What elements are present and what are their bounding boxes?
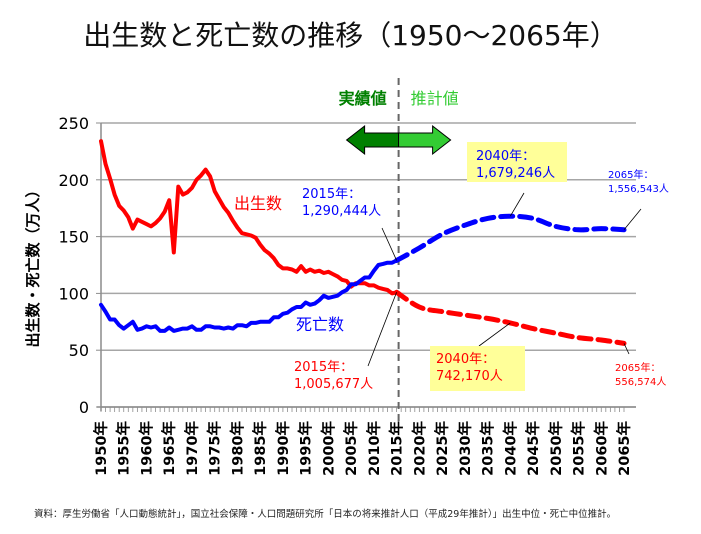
source-footnote: 資料：厚生労働省「人口動態統計」，国立社会保障・人口問題研究所「日本の将来推計人…: [34, 509, 617, 520]
x-tick-label: 1995年: [297, 421, 315, 476]
x-tick-label: 1955年: [115, 421, 133, 476]
x-tick-label: 2025年: [433, 421, 451, 476]
x-tick-label: 2060年: [592, 421, 610, 476]
x-tick-label: 2020年: [410, 421, 428, 476]
callout-leader: [367, 292, 397, 367]
x-tick-label: 2035年: [479, 421, 497, 476]
callout-highlight: [467, 142, 567, 182]
x-tick-label: 2005年: [342, 421, 360, 476]
x-tick-label: 2015年: [388, 421, 406, 476]
actual-label: 実績値: [339, 89, 387, 108]
x-tick-label: 1965年: [160, 421, 178, 476]
callout-leader: [509, 192, 525, 217]
x-tick-labels: 1950年 1955年 1960年 1965年 1970年 1975年 1980年 1985年…: [92, 421, 633, 476]
x-tick-label: 1985年: [251, 421, 269, 476]
births-2040-callout-year: 2040年：: [436, 352, 495, 367]
births-actual-line: [99, 139, 399, 296]
axes: [96, 122, 636, 412]
y-tick-label: 100: [58, 284, 89, 303]
x-tick-label: 1970年: [183, 421, 201, 476]
projected-label: 推計値: [411, 89, 459, 108]
x-tick-label: 1975年: [206, 421, 224, 476]
x-tick-label: 1950年: [92, 421, 110, 476]
x-tick-label: 2030年: [456, 421, 474, 476]
y-tick-label: 50: [69, 341, 89, 360]
callout-leader: [478, 322, 511, 347]
x-tick-label: 2000年: [319, 421, 337, 476]
deaths-2040-callout-value: 1,679,246人: [476, 166, 555, 181]
deaths-projected-line: [394, 213, 627, 263]
x-tick-label: 2040年: [501, 421, 519, 476]
deaths-2015-callout-value: 1,290,444人: [302, 204, 381, 219]
arrow-left-icon: [345, 124, 400, 156]
births-2040-callout-value: 742,170人: [436, 369, 503, 384]
callout-leader: [623, 208, 642, 231]
x-tick-label: 1980年: [228, 421, 246, 476]
x-tick-label: 2065年: [615, 421, 633, 476]
deaths-series-label: 死亡数: [296, 315, 344, 334]
x-tick-label: 2055年: [570, 421, 588, 476]
births-series-label: 出生数: [234, 194, 282, 213]
births-2015-callout-value: 1,005,677人: [294, 377, 373, 392]
series-lines: [99, 139, 627, 346]
x-tick-label: 1960年: [137, 421, 155, 476]
callout-leader: [623, 343, 630, 355]
births-2015-callout-year: 2015年：: [294, 360, 353, 375]
deaths-2065-callout-value: 1,556,543人: [608, 183, 669, 195]
period-indicator: 実績値 推計値: [339, 89, 459, 156]
y-tick-label: 0: [79, 398, 89, 417]
page-title: 出生数と死亡数の推移（1950〜2065年）: [83, 19, 618, 52]
x-tick-label: 2050年: [547, 421, 565, 476]
x-tick-label: 2045年: [524, 421, 542, 476]
y-tick-labels: 0 50 100 150 200 250: [58, 114, 89, 417]
callout-highlight: [430, 346, 525, 391]
births-2065-callout-year: 2065年：: [615, 361, 660, 374]
y-axis-label: 出生数・死亡数（万人）: [24, 182, 42, 347]
x-tick-label: 1990年: [274, 421, 292, 476]
y-tick-label: 200: [58, 171, 89, 190]
arrow-right-icon: [398, 124, 452, 156]
y-tick-label: 250: [58, 114, 89, 133]
deaths-2065-callout-year: 2065年：: [608, 168, 653, 181]
callout-leader: [381, 227, 397, 261]
y-tick-label: 150: [58, 228, 89, 247]
births-2065-callout-value: 556,574人: [615, 376, 666, 388]
deaths-actual-line: [99, 258, 399, 333]
x-tick-label: 2010年: [365, 421, 383, 476]
births-projected-line: [394, 289, 627, 346]
deaths-2015-callout-year: 2015年：: [302, 187, 361, 202]
deaths-2040-callout-year: 2040年：: [476, 149, 535, 164]
